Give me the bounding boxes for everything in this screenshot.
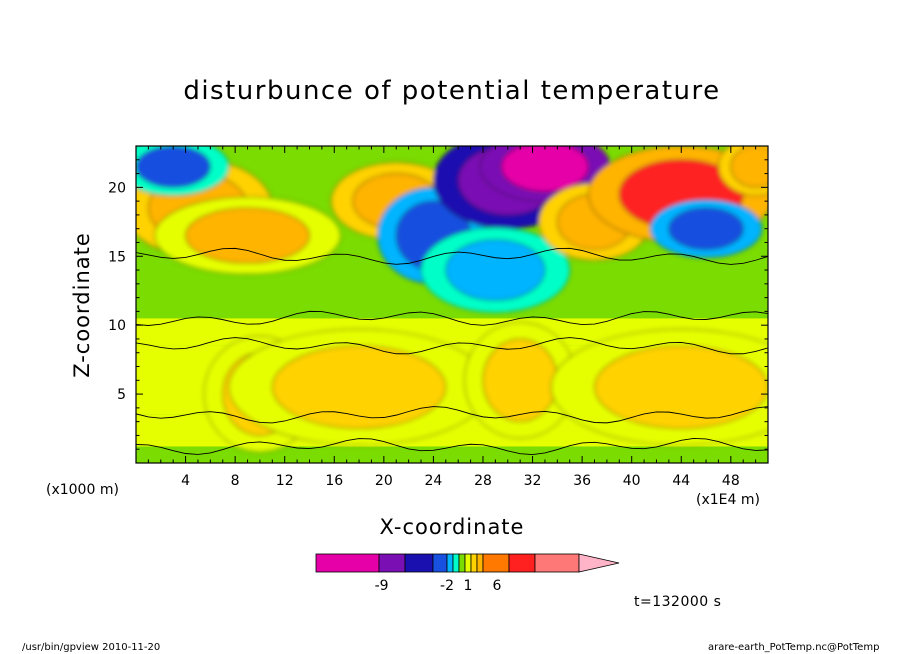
colorbar-label: -9: [375, 578, 389, 594]
time-label: t=132000 s: [634, 594, 722, 610]
footer-left: /usr/bin/gpview 2010-11-20: [22, 642, 161, 653]
colorbar-label: -2: [440, 578, 454, 594]
band-surface: [136, 446, 768, 463]
y-tick-label: 5: [117, 387, 126, 403]
field-feature: [185, 207, 310, 264]
colorbar-swatch: [508, 553, 536, 573]
x-tick-label: 16: [325, 473, 343, 489]
colorbar-label: 1: [464, 578, 473, 594]
x-tick-label: 28: [474, 473, 492, 489]
contour-line: [136, 406, 768, 424]
x-tick-label: 8: [231, 473, 240, 489]
y-tick-label: 10: [108, 318, 126, 334]
contour-line: [136, 247, 768, 265]
x-tick-label: 40: [623, 473, 641, 489]
x-tick-label: 36: [573, 473, 591, 489]
footer-right: arare-earth_PotTemp.nc@PotTemp: [708, 642, 880, 653]
x-tick-label: 12: [276, 473, 294, 489]
x-tick-label: 20: [375, 473, 393, 489]
colorbar-swatch: [464, 553, 472, 573]
contour-line: [136, 310, 768, 326]
colorbar-swatch: [315, 553, 380, 573]
colorbar-swatch: [404, 553, 434, 573]
x-tick-label: 24: [424, 473, 442, 489]
colorbar-swatch: [476, 553, 484, 573]
x-axis-label: X-coordinate: [379, 515, 525, 539]
x-tick-label: 4: [181, 473, 190, 489]
contour-field: [136, 146, 768, 463]
colorbar-swatch: [446, 553, 454, 573]
colorbar-swatch: [378, 553, 406, 573]
x-tick-label: 48: [722, 473, 740, 489]
field-feature: [730, 146, 768, 188]
chart-title: disturbunce of potential temperature: [183, 76, 721, 106]
colorbar-swatch: [452, 553, 460, 573]
field-feature: [271, 345, 447, 429]
field-feature: [501, 146, 589, 192]
contour-line: [136, 337, 768, 355]
x-tick-label: 32: [524, 473, 542, 489]
x-unit-left-label: (x1000 m): [46, 482, 119, 498]
field-feature: [136, 146, 211, 188]
field-feature: [594, 345, 768, 429]
field-feature: [668, 207, 744, 250]
colorbar: -9 -2 1 6: [315, 553, 620, 594]
field-blobs: [136, 146, 768, 453]
plot-frame: [135, 145, 769, 464]
colorbar-swatch: [432, 553, 448, 573]
colorbar-swatch: [534, 553, 580, 573]
colorbar-label: 6: [493, 578, 502, 594]
y-tick-label: 15: [108, 249, 126, 265]
x-tick-label: 44: [672, 473, 690, 489]
contour-line: [136, 437, 768, 455]
y-tick-label: 20: [108, 180, 126, 196]
field-feature: [445, 239, 546, 301]
colorbar-swatch: [482, 553, 510, 573]
colorbar-swatch: [458, 553, 466, 573]
colorbar-arrow: [578, 553, 620, 573]
x-unit-right-label: (x1E4 m): [696, 492, 760, 508]
colorbar-swatch: [470, 553, 478, 573]
field-feature: [482, 338, 558, 423]
